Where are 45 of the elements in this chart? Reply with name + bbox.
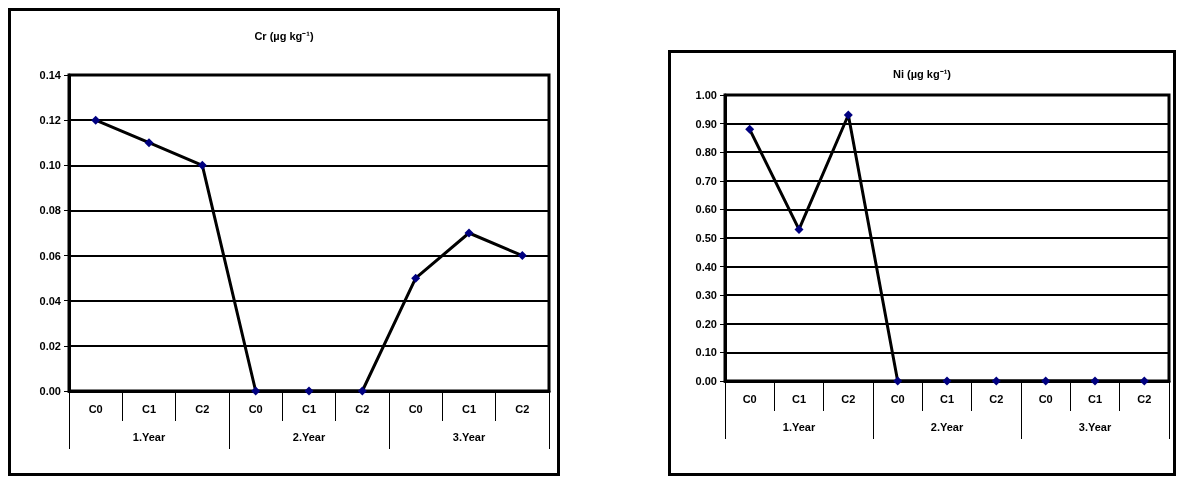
y-tick-label: 0.70 — [695, 174, 717, 187]
x-tick-label: C2 — [1137, 392, 1152, 405]
y-tick-label: 0.08 — [39, 204, 61, 217]
x-tick-label: C2 — [355, 402, 370, 415]
x-tick-label: C1 — [791, 392, 807, 405]
x-tick-label: C0 — [248, 402, 263, 415]
text: 3.Year — [452, 430, 486, 443]
text: 2.Year — [292, 430, 326, 443]
x-tick-label: C2 — [989, 392, 1004, 405]
x-tick-label: C1 — [939, 392, 955, 405]
y-tick-label: 0.06 — [39, 249, 61, 262]
x-tick-label: C0 — [408, 402, 423, 415]
x-tick-label: C1 — [141, 402, 157, 415]
x-tick-label: C0 — [1038, 392, 1053, 405]
y-tick-label: 0.12 — [39, 114, 61, 127]
chart-title: Ni (µg kg⁻¹) — [893, 67, 952, 80]
y-tick-label: 0.40 — [695, 260, 717, 273]
x-tick-label: C1 — [301, 402, 317, 415]
y-tick-label: 0.30 — [695, 289, 717, 302]
y-tick-label: 0.04 — [39, 294, 62, 307]
y-tick-label: 0.20 — [695, 317, 717, 330]
y-tick-label: 0.60 — [695, 203, 717, 216]
x-tick-label: C1 — [1087, 392, 1103, 405]
y-tick-label: 0.10 — [39, 159, 61, 172]
text: 2.Year — [930, 420, 964, 433]
x-tick-label: C0 — [742, 392, 757, 405]
y-tick-label: 0.14 — [39, 69, 62, 81]
text: 1.Year — [782, 420, 816, 433]
text: 1.Year — [132, 430, 166, 443]
x-tick-label: C2 — [515, 402, 530, 415]
x-tick-label: C2 — [195, 402, 210, 415]
x-tick-label: C0 — [890, 392, 905, 405]
y-tick-label: 1.00 — [695, 89, 717, 101]
y-tick-label: 0.10 — [695, 346, 717, 359]
y-tick-label: 0.50 — [695, 232, 717, 244]
chart-title: Cr (µg kg⁻¹) — [254, 29, 314, 42]
x-tick-label: C1 — [461, 402, 477, 415]
y-tick-label: 0.90 — [695, 117, 717, 130]
y-tick-label: 0.80 — [695, 146, 717, 159]
y-tick-label: 0.00 — [695, 375, 717, 387]
x-tick-label: C2 — [841, 392, 856, 405]
x-tick-label: C0 — [88, 402, 103, 415]
y-tick-label: 0.02 — [39, 339, 61, 352]
y-tick-label: 0.00 — [39, 385, 61, 397]
text: 3.Year — [1078, 420, 1112, 433]
